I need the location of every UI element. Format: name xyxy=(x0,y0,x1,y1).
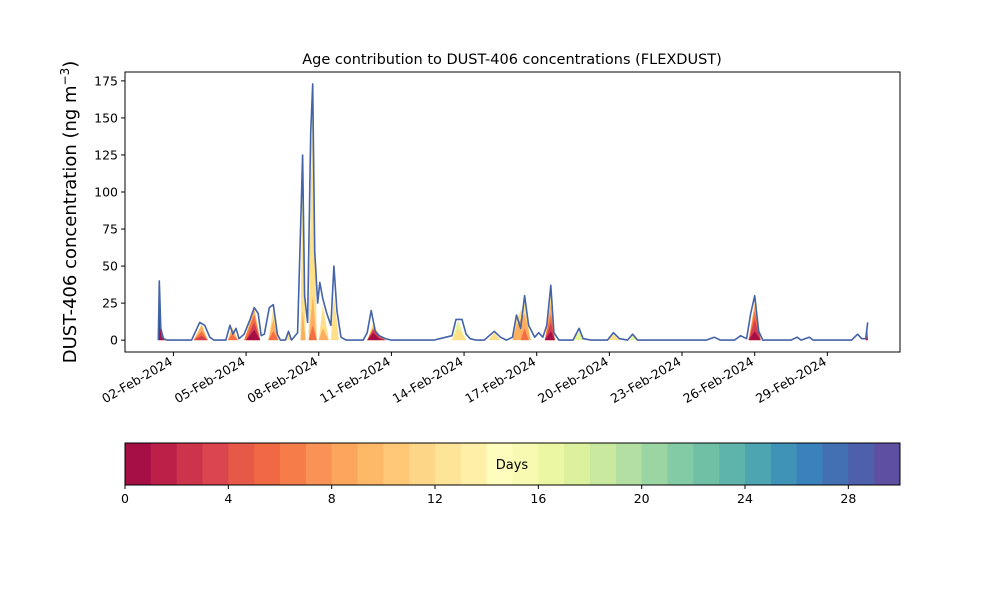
colorbar-cell xyxy=(331,443,358,485)
colorbar-cell xyxy=(770,443,798,485)
colorbar-frame xyxy=(124,442,901,486)
colorbar-cells xyxy=(125,443,901,485)
colorbar-cell xyxy=(409,443,436,485)
colorbar-cell xyxy=(435,443,462,485)
colorbar-cell xyxy=(822,443,849,485)
colorbar-cell xyxy=(460,443,488,485)
colorbar-cell xyxy=(305,443,333,485)
y-tick-label: 0 xyxy=(110,333,118,348)
colorbar-cell xyxy=(796,443,823,485)
y-tick-label: 125 xyxy=(94,147,118,162)
colorbar-cell xyxy=(538,443,565,485)
colorbar-cell xyxy=(486,443,513,485)
y-axis-label: DUST-406 concentration (ng m−3) xyxy=(58,61,81,364)
y-axis: 0 25 50 75 100 125 150 175 xyxy=(94,73,125,348)
colorbar-cell xyxy=(615,443,643,485)
y-axis-label-main: DUST-406 concentration (ng m xyxy=(60,85,81,363)
colorbar-cell xyxy=(641,443,668,485)
colorbar-label: Days xyxy=(496,458,529,473)
y-tick-label: 100 xyxy=(94,185,118,200)
y-axis-label-superscript: −3 xyxy=(58,68,72,86)
colorbar-cell xyxy=(667,443,694,485)
colorbar-tick-label: 20 xyxy=(634,491,650,506)
total-line-group xyxy=(157,83,869,341)
colorbar-tick-label: 0 xyxy=(121,491,129,506)
colorbar-cell xyxy=(590,443,617,485)
colorbar-cell xyxy=(125,443,152,485)
colorbar-cell xyxy=(512,443,539,485)
y-tick-label: 50 xyxy=(102,259,118,274)
colorbar-tick-label: 24 xyxy=(737,491,753,506)
colorbar-cell xyxy=(202,443,229,485)
colorbar-cell xyxy=(719,443,746,485)
y-tick-label: 150 xyxy=(94,110,118,125)
plot-frame xyxy=(124,71,901,353)
y-tick-label: 175 xyxy=(94,73,118,88)
colorbar-cell xyxy=(254,443,281,485)
colorbar-cell xyxy=(874,443,901,485)
colorbar-cell xyxy=(357,443,384,485)
y-tick-label: 75 xyxy=(102,222,118,237)
y-tick-label: 25 xyxy=(102,296,118,311)
colorbar-tick-label: 4 xyxy=(224,491,232,506)
colorbar-cell xyxy=(280,443,307,485)
colorbar: Days 0 4 8 12 16 20 24 28 xyxy=(121,442,901,506)
colorbar-cell xyxy=(564,443,591,485)
colorbar-cell xyxy=(383,443,410,485)
colorbar-tick-label: 12 xyxy=(427,491,443,506)
age-bands xyxy=(158,91,868,341)
colorbar-cell xyxy=(848,443,875,485)
y-axis-label-close: ) xyxy=(60,61,81,68)
colorbar-tick-label: 8 xyxy=(328,491,336,506)
colorbar-tick-label: 16 xyxy=(530,491,546,506)
chart-title: Age contribution to DUST-406 concentrati… xyxy=(302,52,722,68)
colorbar-cell xyxy=(150,443,178,485)
colorbar-cell xyxy=(693,443,720,485)
colorbar-cell xyxy=(228,443,255,485)
colorbar-ticks: 0 4 8 12 16 20 24 28 xyxy=(121,485,856,506)
colorbar-cell xyxy=(745,443,772,485)
colorbar-cell xyxy=(176,443,203,485)
colorbar-tick-label: 28 xyxy=(840,491,856,506)
total-concentration-line xyxy=(157,83,869,341)
